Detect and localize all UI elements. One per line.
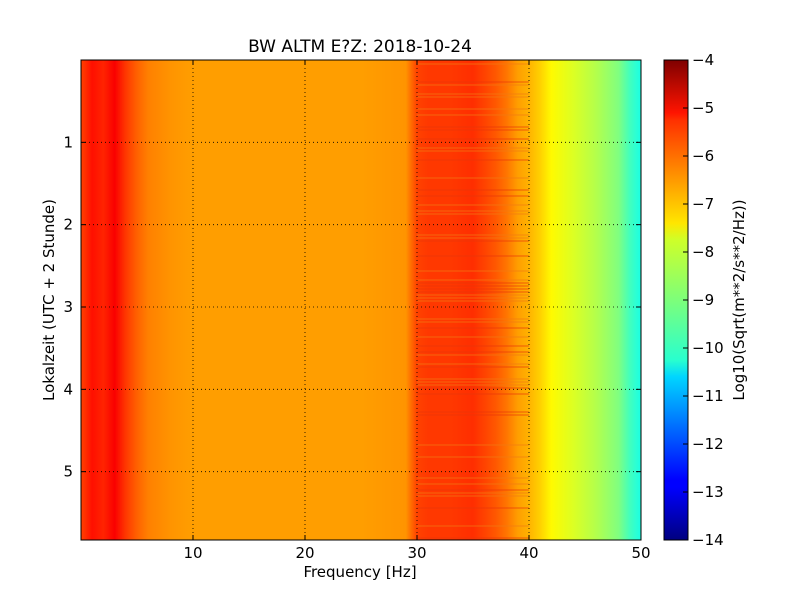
noise-band [417, 240, 529, 242]
noise-band [417, 63, 529, 65]
colorbar-tick-label: −4 [692, 51, 714, 69]
noise-band [417, 159, 529, 161]
noise-band [417, 114, 529, 116]
noise-band [417, 213, 529, 215]
noise-band [417, 321, 529, 323]
noise-band [417, 291, 529, 293]
noise-band [417, 507, 529, 509]
plot-area: 10 20 30 40 50 1 2 3 4 5 [63, 59, 651, 562]
noise-band [417, 195, 529, 197]
grid-lines [81, 60, 641, 540]
noise-band [417, 93, 529, 95]
colorbar-tick-label: −8 [692, 243, 714, 261]
colorbar-tick-label: −9 [692, 291, 714, 309]
noise-band [417, 489, 529, 491]
noise-band [417, 327, 529, 329]
noise-band [417, 147, 529, 149]
noise-band [417, 294, 529, 296]
colorbar-tick-label: −7 [692, 195, 714, 213]
noise-band [417, 354, 529, 356]
noise-band [417, 411, 529, 413]
colorbar: −4 −5 −6 −7 −8 −9 −10 −11 −12 −13 −14 Log10(Sqrt(m… [663, 51, 748, 549]
noise-band [417, 444, 529, 446]
x-tick-label: 50 [631, 544, 650, 562]
spectrogram-texture [417, 63, 529, 539]
noise-band [417, 129, 529, 131]
noise-band [417, 336, 529, 338]
x-tick-label: 20 [295, 544, 314, 562]
noise-band [417, 270, 529, 272]
colorbar-tick-label: −10 [692, 339, 724, 357]
x-tick-label: 10 [183, 544, 202, 562]
noise-band [417, 492, 529, 494]
colorbar-tick-label: −12 [692, 435, 724, 453]
noise-band [417, 378, 529, 380]
noise-band [417, 300, 529, 302]
colorbar-tick-label: −11 [692, 387, 724, 405]
noise-band [417, 366, 529, 368]
chart-title: BW ALTM E?Z: 2018-10-24 [248, 37, 472, 57]
y-tick-label: 1 [63, 133, 73, 151]
noise-band [417, 318, 529, 320]
noise-band [417, 255, 529, 257]
x-tick-label: 30 [407, 544, 426, 562]
y-axis-label: Lokalzeit (UTC + 2 Stunde) [40, 199, 58, 401]
x-axis-label: Frequency [Hz] [303, 563, 416, 581]
noise-band [417, 384, 529, 386]
y-tick-label: 4 [63, 380, 73, 398]
y-axis: 1 2 3 4 5 [63, 133, 641, 481]
noise-band [417, 285, 529, 287]
noise-band [417, 495, 529, 497]
noise-band [417, 150, 529, 152]
noise-band [417, 525, 529, 527]
noise-band [417, 297, 529, 299]
colorbar-tick-label: −5 [692, 99, 714, 117]
noise-band [417, 345, 529, 347]
noise-band [417, 234, 529, 236]
noise-band [417, 189, 529, 191]
noise-band [417, 126, 529, 128]
noise-band [417, 279, 529, 281]
noise-band [417, 414, 529, 416]
colorbar-tick-label: −14 [692, 531, 724, 549]
x-axis: 10 20 30 40 50 [183, 60, 651, 562]
noise-band [417, 177, 529, 179]
noise-band [417, 204, 529, 206]
noise-band [417, 288, 529, 290]
noise-band [417, 363, 529, 365]
noise-band [417, 393, 529, 395]
noise-band [417, 96, 529, 98]
noise-band [417, 483, 529, 485]
noise-band [417, 456, 529, 458]
noise-band [417, 282, 529, 284]
y-tick-label: 3 [63, 298, 73, 316]
noise-band [417, 537, 529, 539]
spectrogram-image [81, 60, 641, 540]
colorbar-tick-label: −13 [692, 483, 724, 501]
plot-frame [80, 59, 642, 541]
noise-band [417, 210, 529, 212]
noise-band [417, 477, 529, 479]
colorbar-tick-label: −6 [692, 147, 714, 165]
noise-band [417, 237, 529, 239]
noise-band [417, 138, 529, 140]
colorbar-label: Log10(Sqrt(m**2/s**2/Hz)) [730, 199, 748, 400]
y-tick-label: 5 [63, 463, 73, 481]
noise-band [417, 81, 529, 83]
noise-band [417, 381, 529, 383]
x-tick-label: 40 [519, 544, 538, 562]
noise-band [417, 387, 529, 389]
colorbar-ticks: −4 −5 −6 −7 −8 −9 −10 −11 −12 −13 −14 [683, 51, 724, 549]
y-tick-label: 2 [63, 216, 73, 234]
noise-band [417, 108, 529, 110]
noise-band [417, 84, 529, 86]
noise-band [417, 351, 529, 353]
